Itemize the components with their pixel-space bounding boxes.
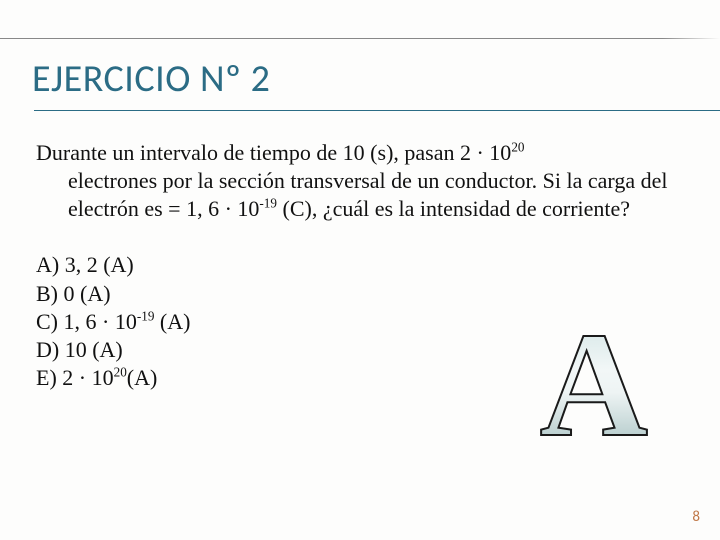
slide-title: EJERCICIO Nº 2 xyxy=(32,56,688,102)
option-e-post: (A) xyxy=(127,365,158,390)
option-a: A) 3, 2 (A) xyxy=(36,251,680,279)
option-e-exp: 20 xyxy=(114,365,127,380)
option-c-pre: C) 1, 6 · 10 xyxy=(36,309,137,334)
question-text-3: (C), ¿cuál es la intensidad de corriente… xyxy=(277,196,630,221)
answer-letter: A xyxy=(540,310,648,460)
option-e-pre: E) 2 · 10 xyxy=(36,365,114,390)
question-exp-2: -19 xyxy=(259,196,277,211)
title-underline xyxy=(34,110,720,111)
option-c-exp: -19 xyxy=(137,308,155,323)
question-text-1: Durante un intervalo de tiempo de 10 (s)… xyxy=(36,140,511,165)
question-exp-1: 20 xyxy=(511,140,524,155)
option-c-post: (A) xyxy=(154,309,190,334)
page-number: 8 xyxy=(692,508,700,526)
question-paragraph: Durante un intervalo de tiempo de 10 (s)… xyxy=(36,139,680,223)
